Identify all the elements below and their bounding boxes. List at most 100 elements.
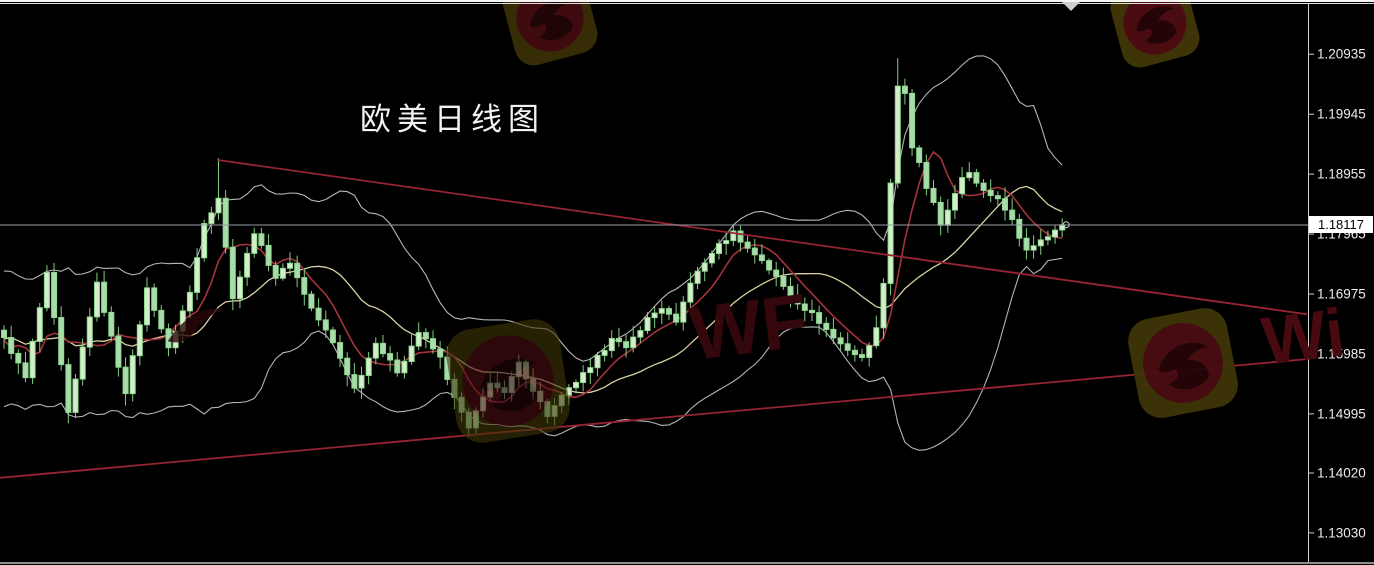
candle	[294, 255, 301, 288]
candle	[194, 248, 201, 301]
candle	[830, 318, 837, 345]
candle	[222, 189, 229, 254]
candle	[580, 365, 587, 392]
candle	[401, 355, 408, 379]
candle	[86, 308, 93, 356]
candle	[322, 310, 329, 338]
candle	[801, 297, 808, 322]
window-top-border	[0, 0, 1374, 2]
candle	[601, 344, 608, 362]
price-tick-label: 1.14995	[1317, 406, 1366, 421]
candle	[751, 238, 758, 264]
candle	[794, 284, 801, 310]
candle	[65, 358, 72, 424]
candle	[136, 320, 143, 366]
candle	[351, 363, 358, 393]
candle	[937, 196, 944, 236]
candle	[458, 392, 465, 422]
candle	[837, 332, 844, 351]
candle	[165, 323, 172, 357]
candle	[272, 261, 279, 286]
candle	[15, 349, 22, 375]
candle	[766, 258, 773, 275]
candle	[422, 328, 429, 349]
candle	[480, 388, 487, 418]
candle	[430, 330, 436, 354]
candle	[737, 224, 744, 252]
moving-average-slow-line	[3, 185, 1063, 394]
price-tick-label: 1.16975	[1317, 287, 1366, 302]
candle	[451, 373, 458, 409]
candle	[158, 305, 165, 334]
candle	[608, 330, 615, 358]
candle	[916, 145, 923, 168]
trendline-ascending-support[interactable]	[0, 358, 1308, 479]
candle	[115, 326, 122, 377]
candle	[594, 351, 601, 377]
candle	[615, 327, 622, 348]
candle	[758, 244, 765, 265]
candle	[108, 306, 115, 341]
candle	[408, 334, 415, 365]
candle	[901, 78, 908, 105]
price-tick-label: 1.15985	[1317, 347, 1366, 362]
candle	[780, 267, 787, 290]
candle	[987, 179, 994, 203]
candle	[279, 263, 286, 281]
candle	[565, 384, 572, 406]
trendline-descending-resistance[interactable]	[216, 159, 1308, 316]
candle	[773, 261, 780, 287]
candle	[394, 351, 401, 377]
candle	[923, 154, 930, 196]
candle	[909, 89, 916, 156]
candle	[1009, 198, 1016, 226]
price-tick-label: 1.13030	[1317, 525, 1366, 540]
candle	[630, 325, 637, 353]
candle	[79, 338, 86, 386]
candle	[1030, 235, 1037, 259]
candle	[687, 272, 694, 309]
candle	[215, 158, 222, 220]
candle	[1016, 213, 1023, 247]
candle	[208, 207, 215, 234]
candle	[1059, 218, 1066, 238]
candle	[859, 348, 865, 362]
candle	[465, 407, 472, 437]
candle	[966, 162, 973, 181]
candle	[744, 235, 751, 253]
candle	[472, 407, 479, 434]
candle	[851, 345, 858, 362]
candle	[415, 322, 422, 351]
candle	[701, 258, 708, 282]
window-bottom-border	[0, 562, 1374, 564]
candle	[380, 335, 386, 358]
candle	[315, 298, 322, 327]
candle	[644, 312, 651, 334]
candle	[887, 178, 894, 296]
candle	[573, 379, 579, 393]
candle	[365, 351, 372, 385]
candle	[666, 305, 672, 321]
candle	[1023, 228, 1030, 260]
candle	[994, 191, 1001, 208]
candle	[1044, 230, 1051, 246]
candle	[558, 392, 565, 413]
candle	[723, 232, 730, 255]
candle	[551, 397, 558, 426]
candle	[122, 357, 129, 406]
candle	[623, 334, 630, 358]
window-top-border-inner	[0, 3, 1374, 4]
candle	[51, 262, 58, 325]
candle	[251, 227, 258, 258]
candle	[179, 305, 186, 343]
candle	[658, 300, 665, 325]
candle	[244, 247, 251, 286]
candle	[894, 58, 901, 189]
candle	[301, 268, 308, 306]
candle	[1, 325, 7, 349]
candle	[258, 228, 265, 249]
candle	[880, 278, 887, 339]
candle	[287, 252, 293, 276]
